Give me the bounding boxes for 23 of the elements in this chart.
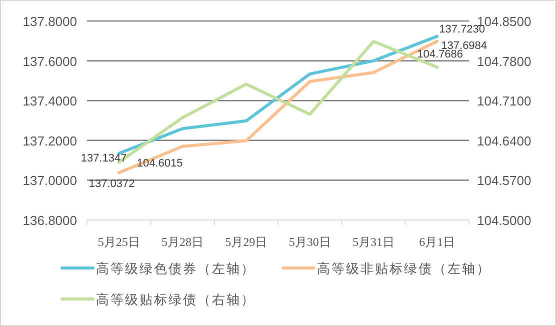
legend-label: 高等级非贴标绿债（左轴） <box>317 261 491 276</box>
x-tick-label: 5月25日 <box>98 235 140 249</box>
x-tick-label: 6月1日 <box>419 235 456 249</box>
data-label: 137.0372 <box>88 178 135 190</box>
y-tick-label: 137.8000 <box>22 14 77 29</box>
y-tick-label: 136.8000 <box>22 213 77 228</box>
y2-tick-label: 104.5700 <box>477 173 532 188</box>
legend-label: 高等级绿色债券（左轴） <box>96 261 256 276</box>
x-tick-label: 5月30日 <box>288 235 331 249</box>
x-tick-label: 5月28日 <box>162 235 204 249</box>
y-tick-label: 137.4000 <box>22 94 77 109</box>
y2-tick-label: 104.7100 <box>477 94 532 109</box>
y2-tick-label: 104.5000 <box>477 213 532 228</box>
x-tick-label: 5月31日 <box>352 235 394 249</box>
y2-tick-label: 104.7800 <box>477 54 532 69</box>
y2-tick-label: 104.6400 <box>477 133 532 148</box>
y-tick-label: 137.2000 <box>22 133 77 148</box>
data-label: 137.1347 <box>80 152 127 164</box>
x-tick-label: 5月29日 <box>225 235 268 249</box>
y-tick-label: 137.0000 <box>22 173 77 188</box>
legend-label: 高等级贴标绿债（右轴） <box>96 292 256 307</box>
y-tick-label: 137.6000 <box>22 54 77 69</box>
data-label: 137.7230 <box>439 23 486 36</box>
